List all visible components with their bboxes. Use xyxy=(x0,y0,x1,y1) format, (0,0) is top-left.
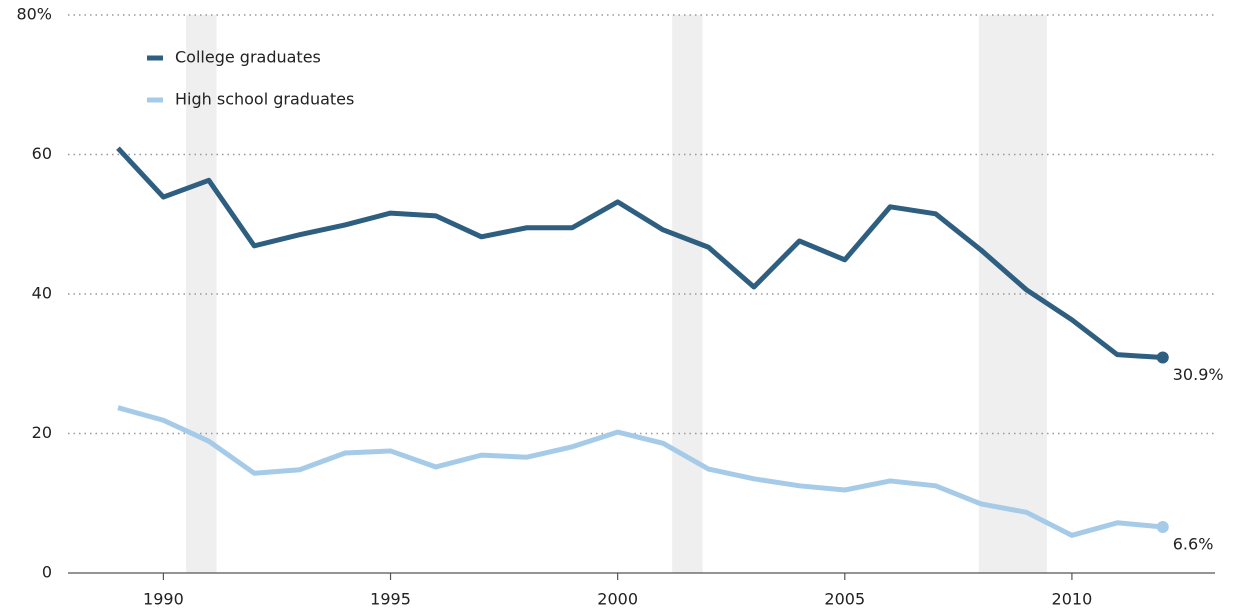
x-tick-label: 1990 xyxy=(143,590,184,609)
y-tick-label: 80% xyxy=(16,5,52,24)
y-tick-label: 0 xyxy=(42,563,52,582)
x-tick-label: 2000 xyxy=(597,590,638,609)
series-line xyxy=(116,146,1163,360)
y-tick-label: 60 xyxy=(32,144,52,163)
recession-band xyxy=(672,15,703,573)
x-tick-label: 1995 xyxy=(370,590,411,609)
series-line xyxy=(117,405,1163,538)
y-tick-label: 20 xyxy=(32,423,52,442)
legend-label: High school graduates xyxy=(175,90,354,109)
value-label: 6.6% xyxy=(1173,534,1214,553)
end-marker xyxy=(1156,351,1169,364)
legend-label: College graduates xyxy=(175,48,321,67)
end-marker xyxy=(1156,520,1169,533)
x-tick-label: 2005 xyxy=(824,590,865,609)
value-label: 30.9% xyxy=(1173,365,1224,384)
y-tick-label: 40 xyxy=(32,284,52,303)
x-tick-label: 2010 xyxy=(1052,590,1093,609)
